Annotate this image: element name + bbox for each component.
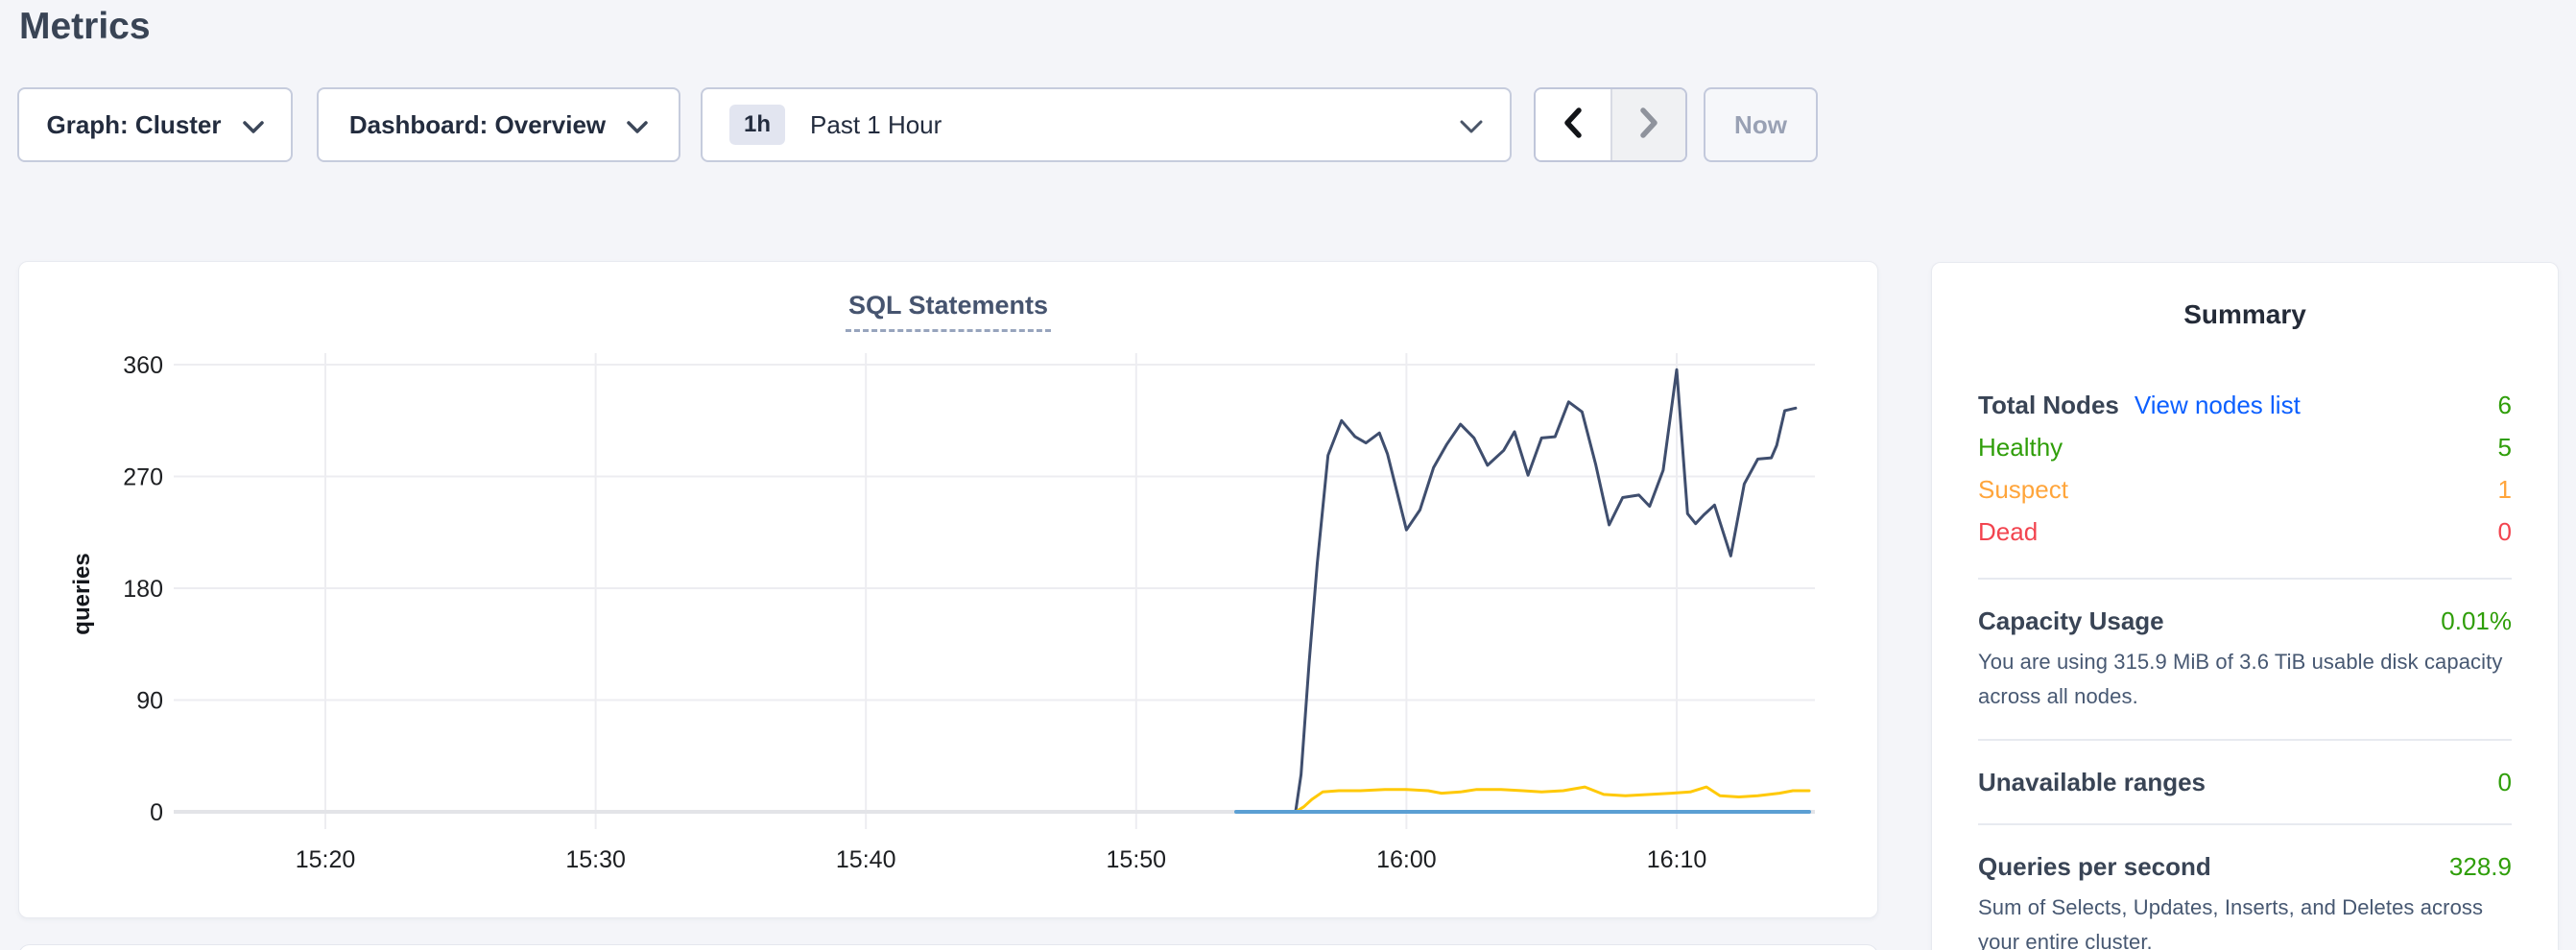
previous-time-button[interactable] [1536, 89, 1610, 160]
svg-text:16:00: 16:00 [1376, 846, 1437, 873]
view-nodes-list-link[interactable]: View nodes list [2134, 391, 2301, 419]
unavailable-ranges-value: 0 [2497, 768, 2512, 796]
next-chart-card-edge [18, 944, 1878, 950]
dead-label: Dead [1978, 517, 2039, 546]
svg-text:270: 270 [123, 464, 163, 491]
chevron-left-icon [1562, 107, 1584, 144]
queries-per-second-value: 328.9 [2448, 852, 2512, 881]
capacity-usage-value: 0.01% [2441, 606, 2512, 635]
svg-text:180: 180 [123, 576, 163, 603]
unavailable-ranges-block: Unavailable ranges 0 [1978, 766, 2512, 798]
dead-value: 0 [2497, 517, 2512, 546]
chevron-right-icon [1638, 107, 1659, 144]
svg-text:15:20: 15:20 [296, 846, 356, 873]
sql-statements-chart-card: SQL Statements 15:20 15:30 15:40 15:50 16:00… [18, 261, 1878, 918]
svg-text:queries: queries [69, 553, 95, 634]
capacity-usage-block: Capacity Usage 0.01% You are using 315.9… [1978, 605, 2512, 714]
healthy-value: 5 [2497, 433, 2512, 462]
dashboard-dropdown[interactable]: Dashboard: Overview [317, 87, 680, 162]
healthy-label: Healthy [1978, 433, 2063, 462]
summary-title: Summary [2183, 299, 2306, 329]
unavailable-ranges-label: Unavailable ranges [1978, 768, 2206, 796]
queries-per-second-description: Sum of Selects, Updates, Inserts, and De… [1978, 895, 2484, 950]
chart-title[interactable]: SQL Statements [845, 291, 1052, 332]
now-button-label: Now [1734, 109, 1787, 139]
time-range-badge: 1h [729, 105, 786, 145]
total-nodes-row: Total Nodes View nodes list 6 [1978, 384, 2512, 426]
suspect-value: 1 [2497, 475, 2512, 504]
total-nodes-label: Total Nodes [1978, 391, 2119, 419]
chevron-down-icon [242, 110, 264, 140]
now-button[interactable]: Now [1704, 87, 1818, 162]
svg-text:0: 0 [150, 799, 163, 826]
time-pager [1534, 87, 1687, 162]
sql-statements-chart[interactable]: 15:20 15:30 15:40 15:50 16:00 16:10 0 90 180 270 3… [19, 262, 1879, 919]
suspect-label: Suspect [1978, 475, 2068, 504]
graph-dropdown-label: Graph: Cluster [46, 109, 222, 139]
capacity-usage-label: Capacity Usage [1978, 606, 2164, 635]
next-time-button[interactable] [1610, 89, 1685, 160]
healthy-nodes-row: Healthy 5 [1978, 426, 2512, 468]
chevron-down-icon [1460, 110, 1483, 140]
suspect-nodes-row: Suspect 1 [1978, 468, 2512, 511]
divider [1978, 578, 2512, 580]
dead-nodes-row: Dead 0 [1978, 511, 2512, 553]
summary-panel: Summary Total Nodes View nodes list 6 He… [1931, 262, 2559, 950]
dashboard-dropdown-label: Dashboard: Overview [348, 109, 607, 139]
svg-text:16:10: 16:10 [1647, 846, 1707, 873]
svg-text:15:40: 15:40 [836, 846, 896, 873]
time-range-label: Past 1 Hour [810, 109, 942, 139]
svg-text:15:50: 15:50 [1107, 846, 1167, 873]
time-range-dropdown[interactable]: 1h Past 1 Hour [701, 87, 1512, 162]
chevron-down-icon [627, 110, 648, 140]
total-nodes-value: 6 [2497, 391, 2512, 419]
queries-per-second-label: Queries per second [1978, 852, 2211, 881]
svg-text:90: 90 [136, 688, 163, 715]
divider [1978, 739, 2512, 741]
graph-dropdown[interactable]: Graph: Cluster [17, 87, 293, 162]
svg-text:360: 360 [123, 352, 163, 379]
page-title: Metrics [19, 6, 151, 47]
capacity-usage-description: You are using 315.9 MiB of 3.6 TiB usabl… [1978, 650, 2503, 708]
divider [1978, 823, 2512, 825]
queries-per-second-block: Queries per second 328.9 Sum of Selects,… [1978, 850, 2512, 950]
svg-text:15:30: 15:30 [565, 846, 626, 873]
